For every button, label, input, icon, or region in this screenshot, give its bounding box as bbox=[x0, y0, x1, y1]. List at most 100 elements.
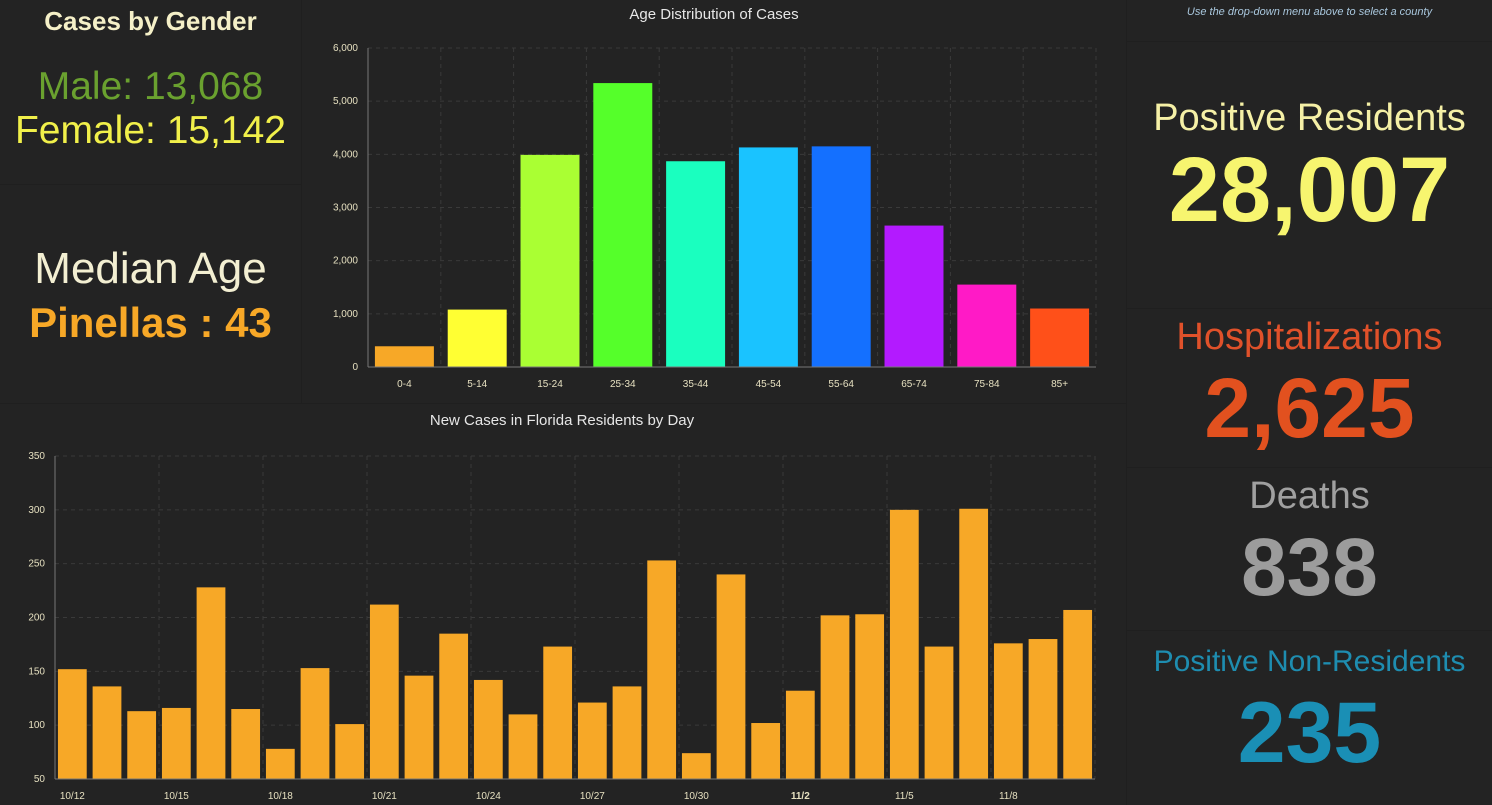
positive-non-residents-label: Positive Non-Residents bbox=[1153, 645, 1466, 678]
y-tick-label: 50 bbox=[34, 774, 46, 785]
positive-non-residents-value: 235 bbox=[1237, 685, 1382, 781]
y-tick-label: 5,000 bbox=[333, 96, 358, 107]
bar-10/21 bbox=[369, 604, 399, 779]
x-tick-label: 11/5 bbox=[895, 791, 914, 802]
positive-residents-value: 28,007 bbox=[1168, 139, 1451, 241]
bar-10/29 bbox=[647, 560, 677, 779]
y-tick-label: 3,000 bbox=[333, 203, 358, 214]
gender-title: Cases by Gender bbox=[44, 6, 257, 36]
cases-by-gender-panel: Cases by Gender Male: 13,068 Female: 15,… bbox=[0, 0, 301, 184]
bar-11/4 bbox=[855, 614, 885, 779]
bar-10/18 bbox=[265, 748, 295, 779]
bar-65-74 bbox=[884, 225, 944, 367]
positive-residents-label: Positive Residents bbox=[1153, 97, 1466, 139]
y-tick-label: 6,000 bbox=[333, 43, 358, 54]
median-age-value: Pinellas : 43 bbox=[29, 299, 272, 346]
bar-10/15 bbox=[161, 707, 191, 779]
x-tick-label: 10/15 bbox=[164, 791, 189, 802]
bar-11/7 bbox=[959, 508, 989, 779]
y-tick-label: 150 bbox=[28, 666, 45, 677]
median-age-panel: Median Age Pinellas : 43 bbox=[0, 185, 301, 403]
bar-10/25 bbox=[508, 714, 538, 779]
bar-11/10 bbox=[1063, 609, 1093, 779]
daily-cases-chart: New Cases in Florida Residents by Day 50… bbox=[28, 412, 1096, 802]
bar-35-44 bbox=[666, 161, 726, 367]
bar-10/31 bbox=[716, 574, 746, 779]
y-tick-label: 4,000 bbox=[333, 149, 358, 160]
x-tick-label: 15-24 bbox=[537, 379, 563, 390]
hospitalizations-label: Hospitalizations bbox=[1176, 316, 1443, 358]
x-tick-label: 45-54 bbox=[756, 379, 782, 390]
hospitalizations-panel: Hospitalizations 2,625 bbox=[1127, 309, 1492, 467]
age-chart-title: Age Distribution of Cases bbox=[629, 6, 798, 23]
x-tick-label: 10/21 bbox=[372, 791, 397, 802]
bar-45-54 bbox=[738, 147, 798, 367]
bar-10/16 bbox=[196, 587, 226, 779]
bar-11/5 bbox=[889, 509, 919, 779]
deaths-panel: Deaths 838 bbox=[1127, 468, 1492, 630]
y-tick-label: 300 bbox=[28, 505, 45, 516]
bar-0-4 bbox=[374, 346, 434, 367]
bar-10/12 bbox=[57, 669, 87, 779]
bar-10/27 bbox=[577, 702, 607, 779]
bar-15-24 bbox=[520, 154, 580, 367]
x-tick-label: 11/2 bbox=[791, 791, 810, 802]
x-tick-label: 65-74 bbox=[901, 379, 927, 390]
bar-10/13 bbox=[92, 686, 122, 779]
bar-10/24 bbox=[473, 679, 503, 779]
x-tick-label: 35-44 bbox=[683, 379, 709, 390]
bar-11/8 bbox=[993, 643, 1023, 779]
x-tick-label: 85+ bbox=[1051, 379, 1068, 390]
x-tick-label: 55-64 bbox=[828, 379, 854, 390]
bar-75-84 bbox=[957, 284, 1017, 367]
x-tick-label: 5-14 bbox=[467, 379, 487, 390]
positive-residents-panel: Positive Residents 28,007 bbox=[1127, 42, 1492, 308]
bar-11/1 bbox=[751, 723, 781, 779]
bar-5-14 bbox=[447, 309, 507, 367]
bar-11/6 bbox=[924, 646, 954, 779]
x-tick-label: 10/30 bbox=[684, 791, 709, 802]
y-tick-label: 200 bbox=[28, 613, 45, 624]
male-count: Male: 13,068 bbox=[37, 65, 264, 108]
x-tick-label: 11/8 bbox=[999, 791, 1018, 802]
bar-10/30 bbox=[681, 753, 711, 779]
deaths-label: Deaths bbox=[1249, 475, 1370, 517]
deaths-value: 838 bbox=[1241, 522, 1378, 613]
y-tick-label: 350 bbox=[28, 451, 45, 462]
age-distribution-chart: Age Distribution of Cases 0 1,000 2,000 3,0… bbox=[333, 6, 1097, 390]
county-select-note: Use the drop-down menu above to select a… bbox=[1186, 6, 1433, 18]
x-tick-label: 10/24 bbox=[476, 791, 501, 802]
bar-10/28 bbox=[612, 686, 642, 779]
bar-11/2 bbox=[785, 690, 815, 779]
daily-cases-panel: New Cases in Florida Residents by Day 50… bbox=[0, 404, 1126, 805]
bar-10/17 bbox=[231, 709, 261, 779]
x-tick-label: 0-4 bbox=[397, 379, 412, 390]
y-tick-label: 250 bbox=[28, 559, 45, 570]
hospitalizations-value: 2,625 bbox=[1204, 361, 1415, 455]
positive-non-residents-panel: Positive Non-Residents 235 bbox=[1127, 631, 1492, 805]
x-tick-label: 10/18 bbox=[268, 791, 293, 802]
daily-chart-title: New Cases in Florida Residents by Day bbox=[430, 412, 695, 429]
bar-11/9 bbox=[1028, 639, 1058, 779]
bar-10/14 bbox=[127, 711, 157, 779]
bar-10/23 bbox=[439, 633, 469, 779]
bar-11/3 bbox=[820, 615, 850, 779]
bar-10/22 bbox=[404, 675, 434, 779]
bar-55-64 bbox=[811, 146, 871, 367]
median-age-label: Median Age bbox=[34, 244, 267, 293]
x-tick-label: 10/12 bbox=[60, 791, 85, 802]
bar-10/19 bbox=[300, 668, 330, 779]
bar-85+ bbox=[1030, 308, 1090, 367]
x-tick-label: 10/27 bbox=[580, 791, 605, 802]
y-tick-label: 2,000 bbox=[333, 256, 358, 267]
y-tick-label: 100 bbox=[28, 720, 45, 731]
y-tick-label: 0 bbox=[352, 362, 358, 373]
bar-10/20 bbox=[335, 724, 365, 779]
female-count: Female: 15,142 bbox=[14, 109, 286, 152]
x-tick-label: 25-34 bbox=[610, 379, 636, 390]
y-tick-label: 1,000 bbox=[333, 309, 358, 320]
county-note-panel: Use the drop-down menu above to select a… bbox=[1127, 0, 1492, 41]
age-distribution-panel: Age Distribution of Cases 0 1,000 2,000 3,0… bbox=[302, 0, 1126, 403]
bar-25-34 bbox=[593, 83, 653, 367]
bar-10/26 bbox=[543, 646, 573, 779]
